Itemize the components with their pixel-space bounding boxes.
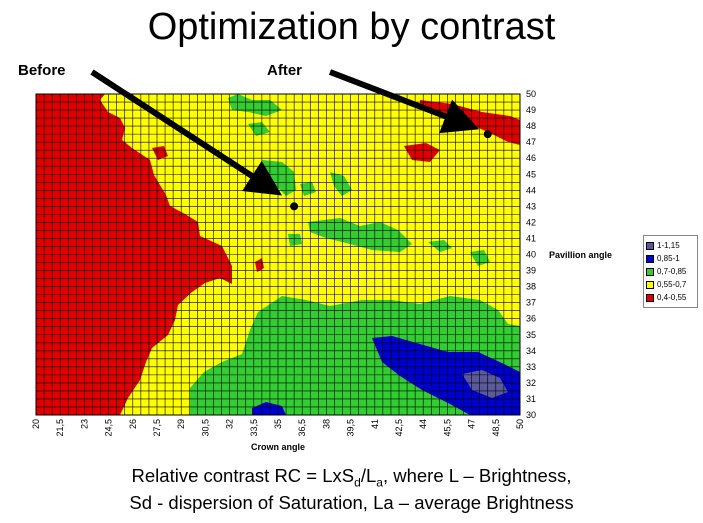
footer-text-c: , where L – Brightness, (382, 465, 572, 486)
y-tick-label: 36 (526, 314, 536, 324)
y-tick-label: 50 (526, 89, 536, 99)
x-tick-label: 38 (321, 419, 331, 429)
legend-item: 0,55-0,7 (646, 278, 695, 291)
x-tick-label: 50 (515, 419, 525, 429)
region-green-7 (428, 240, 452, 252)
legend-item: 0,4-0,55 (646, 291, 695, 304)
legend-item: 1-1,15 (646, 239, 695, 252)
x-tick-label: 21,5 (55, 419, 65, 437)
before-arrow (90, 69, 283, 196)
legend-label: 0,7-0,85 (657, 267, 687, 276)
y-tick-label: 35 (526, 330, 536, 340)
contour-chart: 20 21,5 23 24,5 26 27,5 29 30,5 32 33,5 35 36,5 38 39… (31, 69, 612, 452)
legend-label: 0,55-0,7 (657, 280, 687, 289)
legend-label: 0,4-0,55 (657, 293, 687, 302)
region-green-9 (288, 234, 302, 246)
region-blue (372, 336, 520, 415)
x-tick-label: 41 (370, 419, 380, 429)
y-tick-label: 45 (526, 169, 536, 179)
x-tick-label: 20 (31, 419, 41, 429)
y-tick-label: 47 (526, 137, 536, 147)
legend-item: 0,7-0,85 (646, 265, 695, 278)
x-tick-label: 24,5 (104, 419, 114, 437)
y-tick-label: 33 (526, 362, 536, 372)
y-tick-label: 43 (526, 201, 536, 211)
legend-swatch (646, 280, 654, 289)
y-axis: 30 31 32 33 34 35 36 37 38 39 40 41 42 43 44 45 46 47 48 49… (526, 89, 536, 420)
x-tick-label: 45,5 (442, 419, 452, 437)
footer-sub-d: d (354, 475, 361, 490)
region-blue-small (252, 402, 286, 415)
region-green-8 (470, 250, 490, 266)
x-tick-label: 44 (418, 419, 428, 429)
footer-line-2: Sd - dispersion of Saturation, La – aver… (129, 492, 574, 513)
x-tick-label: 29 (176, 419, 186, 429)
y-tick-label: 39 (526, 266, 536, 276)
region-green-1 (228, 94, 282, 116)
y-tick-label: 30 (526, 410, 536, 420)
y-tick-label: 38 (526, 282, 536, 292)
x-tick-label: 33,5 (249, 419, 259, 437)
x-tick-label: 23 (79, 419, 89, 429)
x-axis-label: Crown angle (251, 442, 305, 452)
legend: 1-1,15 0,85-1 0,7-0,85 0,55-0,7 0,4-0,55 (643, 235, 698, 308)
x-tick-label: 42,5 (394, 419, 404, 437)
x-tick-label: 27,5 (152, 419, 162, 437)
x-tick-label: 32 (225, 419, 235, 429)
x-tick-label: 30,5 (200, 419, 210, 437)
marker-after (483, 130, 492, 139)
x-axis: 20 21,5 23 24,5 26 27,5 29 30,5 32 33,5 35 36,5 38 39… (31, 419, 525, 437)
footer-text-a: Relative contrast RC = LxS (131, 465, 355, 486)
legend-swatch (646, 267, 654, 276)
y-tick-label: 37 (526, 298, 536, 308)
legend-swatch (646, 293, 654, 302)
legend-label: 1-1,15 (657, 241, 680, 250)
y-tick-label: 42 (526, 217, 536, 227)
before-label: Before (18, 62, 66, 79)
legend-swatch (646, 241, 654, 250)
marker-before (290, 202, 299, 211)
x-tick-label: 36,5 (297, 419, 307, 437)
y-tick-label: 40 (526, 250, 536, 260)
x-tick-label: 48,5 (491, 419, 501, 437)
footer-text-b: /L (360, 465, 377, 486)
y-tick-label: 48 (526, 121, 536, 131)
y-tick-label: 32 (526, 378, 536, 388)
region-red-spot-3 (152, 146, 168, 160)
footer-line-1: Relative contrast RC = LxSd/La, where L … (0, 465, 703, 490)
legend-swatch (646, 254, 654, 263)
y-tick-label: 31 (526, 394, 536, 404)
region-green-4 (300, 182, 316, 196)
after-arrow (328, 69, 480, 134)
y-tick-label: 44 (526, 185, 536, 195)
y-tick-label: 49 (526, 105, 536, 115)
page-title: Optimization by contrast (147, 6, 556, 48)
x-tick-label: 39,5 (346, 419, 356, 437)
x-tick-label: 47 (467, 419, 477, 429)
x-tick-label: 35 (273, 419, 283, 429)
legend-label: 0,85-1 (657, 254, 680, 263)
y-axis-label: Pavillion angle (549, 250, 612, 260)
y-tick-label: 34 (526, 346, 536, 356)
legend-item: 0,85-1 (646, 252, 695, 265)
grid (35, 93, 521, 416)
region-green-6 (308, 218, 412, 252)
y-tick-label: 46 (526, 153, 536, 163)
footer-sub-a: a (376, 475, 383, 490)
after-label: After (267, 62, 303, 79)
x-tick-label: 26 (128, 419, 138, 429)
y-tick-label: 41 (526, 233, 536, 243)
